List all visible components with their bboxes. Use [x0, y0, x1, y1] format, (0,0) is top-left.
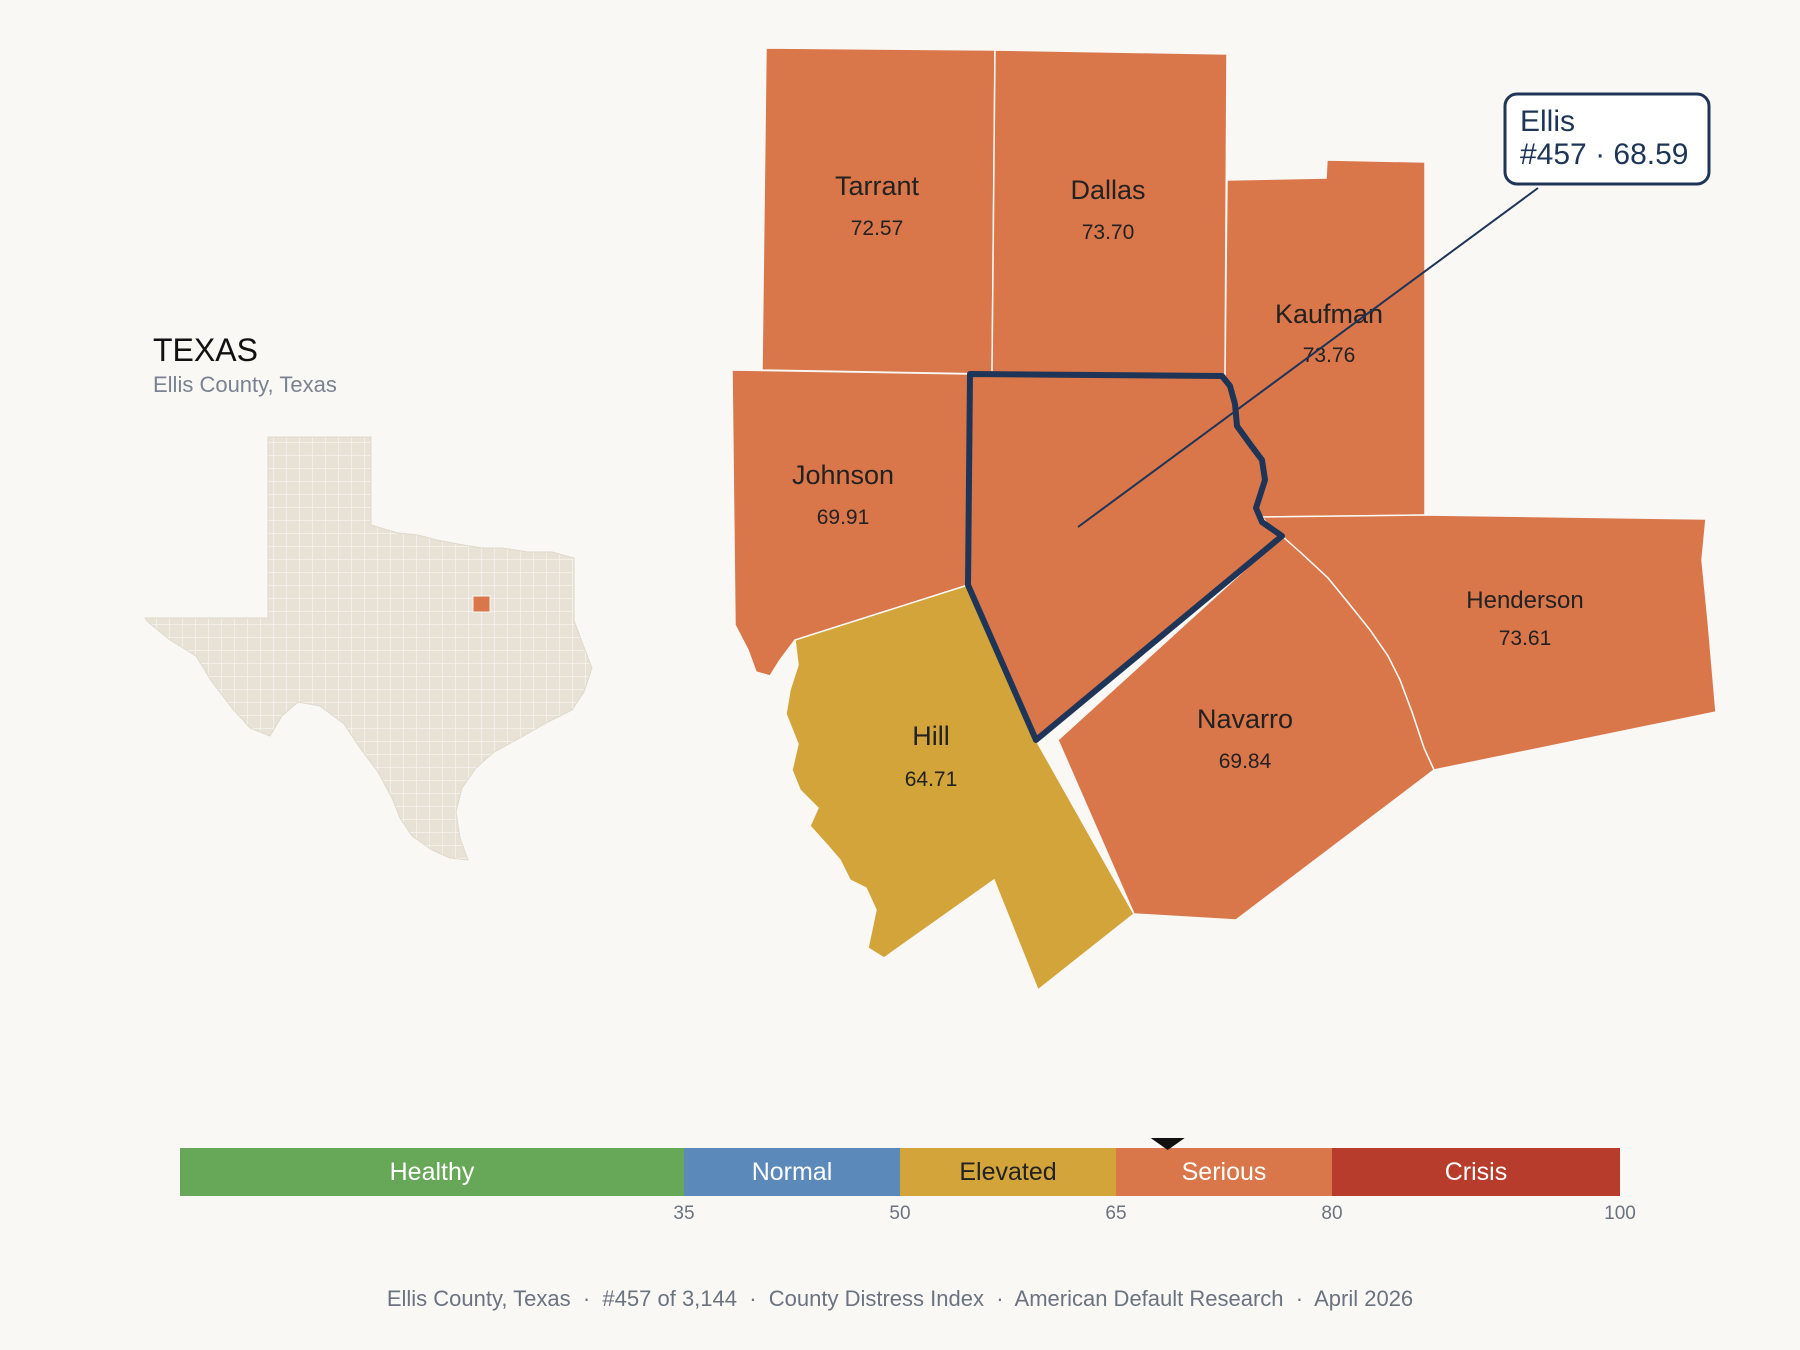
inset-state-subtitle: Ellis County, Texas [153, 372, 337, 397]
county-label-hill: Hill [912, 721, 950, 751]
county-value-johnson: 69.91 [817, 506, 870, 529]
county-navarro[interactable] [1057, 534, 1435, 921]
legend-marker-triangle [1150, 1138, 1185, 1150]
legend-tick-65: 65 [1105, 1203, 1126, 1224]
county-label-johnson: Johnson [792, 460, 894, 490]
county-label-henderson: Henderson [1466, 587, 1583, 614]
county-value-navarro: 69.84 [1219, 750, 1272, 773]
county-value-henderson: 73.61 [1499, 627, 1552, 650]
inset-ellis-marker [472, 595, 491, 613]
county-hill[interactable] [785, 584, 1135, 992]
county-dallas[interactable] [991, 49, 1228, 379]
texas-outline [144, 436, 593, 861]
callout-rank-score: #457 · 68.59 [1520, 138, 1688, 171]
legend-tick-80: 80 [1321, 1203, 1342, 1224]
footer-caption: Ellis County, Texas · #457 of 3,144 · Co… [387, 1286, 1413, 1311]
legend-band-label-serious: Serious [1182, 1158, 1267, 1186]
legend-band-normal [684, 1148, 900, 1196]
legend-tick-50: 50 [889, 1203, 910, 1224]
county-tarrant[interactable] [761, 47, 996, 375]
ellis-highlight-outline [965, 371, 1285, 743]
county-value-dallas: 73.70 [1082, 221, 1135, 244]
county-label-tarrant: Tarrant [835, 171, 920, 201]
county-label-navarro: Navarro [1197, 704, 1293, 734]
legend-band-label-elevated: Elevated [959, 1158, 1056, 1186]
inset-state-title: TEXAS [153, 332, 258, 368]
legend-band-label-normal: Normal [752, 1158, 833, 1186]
texas-inset: TEXAS Ellis County, Texas [144, 332, 593, 861]
legend-band-crisis [1332, 1148, 1620, 1196]
legend-band-elevated [900, 1148, 1116, 1196]
legend-band-label-crisis: Crisis [1445, 1158, 1508, 1186]
county-value-hill: 64.71 [905, 768, 958, 791]
county-label-kaufman: Kaufman [1275, 299, 1383, 329]
legend-scale: Healthy Normal Elevated Serious Crisis 35 50 6… [180, 1138, 1636, 1224]
legend-tick-100: 100 [1604, 1203, 1636, 1224]
callout-leader-line [1077, 187, 1539, 528]
county-map: Tarrant 72.57 Dallas 73.70 Kaufman 73.76… [731, 47, 1717, 992]
county-value-kaufman: 73.76 [1303, 344, 1356, 367]
legend-band-label-healthy: Healthy [390, 1158, 475, 1186]
legend-tick-35: 35 [673, 1203, 694, 1224]
callout-county-name: Ellis [1520, 105, 1575, 138]
legend-band-healthy [180, 1148, 684, 1196]
county-value-tarrant: 72.57 [851, 217, 904, 240]
callout-box [1503, 92, 1711, 186]
county-label-dallas: Dallas [1070, 175, 1145, 205]
legend-band-serious [1116, 1148, 1332, 1196]
